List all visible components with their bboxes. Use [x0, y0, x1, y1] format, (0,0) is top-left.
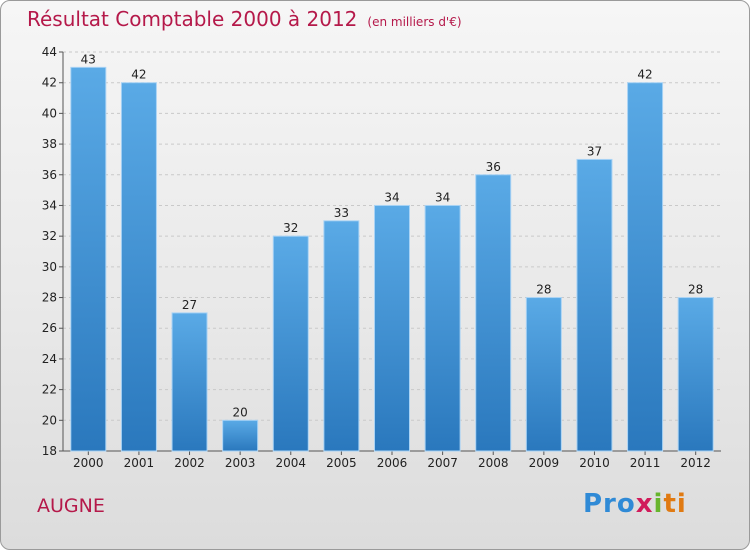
y-tick-label: 34 — [42, 198, 57, 212]
logo-part-x: x — [635, 489, 654, 519]
bar-2010 — [576, 158, 613, 452]
bar-value-label: 27 — [182, 298, 197, 312]
bar-value-label: 20 — [233, 405, 248, 419]
bars — [70, 66, 714, 452]
x-tick-label: 2010 — [579, 456, 610, 470]
bar-value-label: 28 — [536, 283, 551, 297]
bar-2001 — [120, 82, 157, 452]
bar-2003 — [222, 419, 259, 452]
bar-value-label: 34 — [384, 190, 399, 204]
bar-value-label: 33 — [334, 206, 349, 220]
bar-value-label: 32 — [283, 221, 298, 235]
x-tick-label: 2004 — [275, 456, 306, 470]
proxiti-logo: Proxiti — [583, 489, 687, 519]
bar-value-label: 43 — [81, 52, 96, 66]
x-tick-label: 2001 — [124, 456, 155, 470]
x-tick-label: 2006 — [377, 456, 408, 470]
bar-2011 — [627, 82, 664, 452]
labels: 18 20 22 24 26 28 30 32 34 36 38 40 42 44 43 2000 42 2001… — [42, 45, 711, 470]
bar-value-label: 37 — [587, 144, 602, 158]
bar-value-label: 34 — [435, 190, 450, 204]
y-tick-label: 36 — [42, 168, 57, 182]
y-tick-label: 32 — [42, 229, 57, 243]
x-tick-label: 2000 — [73, 456, 104, 470]
bar-2004 — [272, 235, 309, 452]
x-tick-label: 2012 — [680, 456, 711, 470]
bar-2006 — [374, 204, 410, 452]
y-tick-label: 20 — [42, 413, 57, 427]
bar-2005 — [323, 220, 360, 452]
x-tick-label: 2008 — [478, 456, 509, 470]
bar-value-label: 28 — [688, 283, 703, 297]
y-tick-label: 30 — [42, 260, 57, 274]
bar-2012 — [677, 297, 714, 452]
y-tick-label: 38 — [42, 137, 57, 151]
subtitle-text: (en milliers d'€) — [367, 15, 462, 29]
x-tick-label: 2011 — [630, 456, 661, 470]
bar-2002 — [171, 312, 208, 452]
logo-part-pro: Pro — [583, 489, 636, 519]
logo-part-i: i — [653, 489, 664, 519]
y-tick-label: 42 — [42, 76, 57, 90]
bar-value-label: 36 — [486, 160, 501, 174]
bar-value-label: 42 — [637, 68, 652, 82]
town-name: AUGNE — [37, 495, 105, 517]
logo-part-ti: ti — [663, 489, 687, 519]
y-tick-label: 26 — [42, 321, 57, 335]
x-tick-label: 2005 — [326, 456, 357, 470]
y-tick-label: 22 — [42, 383, 57, 397]
x-tick-label: 2003 — [225, 456, 256, 470]
chart-title: Résultat Comptable 2000 à 2012 (en millie… — [27, 7, 462, 31]
x-tick-label: 2007 — [427, 456, 458, 470]
bar-2009 — [525, 297, 562, 452]
bar-2008 — [475, 174, 512, 452]
y-tick-label: 40 — [42, 106, 57, 120]
title-text: Résultat Comptable 2000 à 2012 — [27, 7, 358, 31]
y-tick-label: 28 — [42, 291, 57, 305]
x-tick-label: 2009 — [529, 456, 560, 470]
bar-2007 — [424, 204, 461, 452]
x-tick-label: 2002 — [174, 456, 205, 470]
y-tick-label: 24 — [42, 352, 57, 366]
bar-value-label: 42 — [131, 68, 146, 82]
y-tick-label: 18 — [42, 444, 57, 458]
bar-2000 — [70, 66, 107, 452]
y-tick-label: 44 — [42, 45, 57, 59]
